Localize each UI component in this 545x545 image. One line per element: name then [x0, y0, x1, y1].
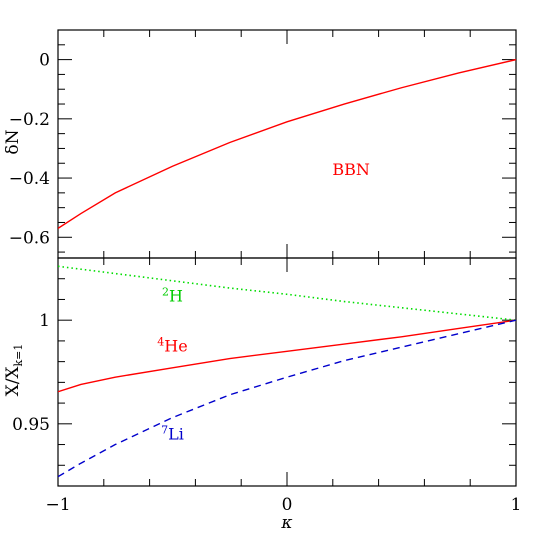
bottom-ylabel-sub: k=1 [12, 344, 25, 367]
annotation-4He: 4He [157, 335, 187, 355]
x-tick-label: −1 [45, 495, 70, 515]
bottom-panel: 1 0.95 −1 0 1 2H 4He 7Li [12, 257, 522, 515]
top-ytick-label: −0.2 [9, 110, 50, 130]
top-frame [57, 29, 517, 259]
top-ytick-label: 0 [39, 51, 50, 71]
bottom-series-line-7Li [58, 319, 516, 478]
annotation-2H: 2H [162, 286, 183, 306]
annotation-BBN: BBN [332, 160, 370, 179]
top-panel: 0 −0.2 −0.4 −0.6 BBN [9, 29, 517, 259]
bottom-ylabel: X/Xk=1 [3, 344, 25, 397]
annotation-7Li: 7Li [161, 423, 184, 443]
bottom-series-line-4He [58, 319, 516, 393]
top-series-line-0 [58, 58, 516, 229]
top-ylabel: δN [3, 129, 23, 154]
bottom-ylabel-main: X/X [3, 366, 23, 397]
bottom-ytick-label: 1 [39, 311, 50, 331]
top-ytick-label: −0.4 [9, 169, 50, 189]
x-tick-label: 1 [511, 495, 522, 515]
x-axis-label: κ [280, 513, 292, 533]
bottom-series-line-2H [58, 265, 516, 321]
bottom-ytick-label: 0.95 [12, 415, 50, 435]
bottom-frame [57, 257, 517, 487]
x-tick-label: 0 [282, 495, 293, 515]
top-ytick-label: −0.6 [9, 228, 50, 248]
